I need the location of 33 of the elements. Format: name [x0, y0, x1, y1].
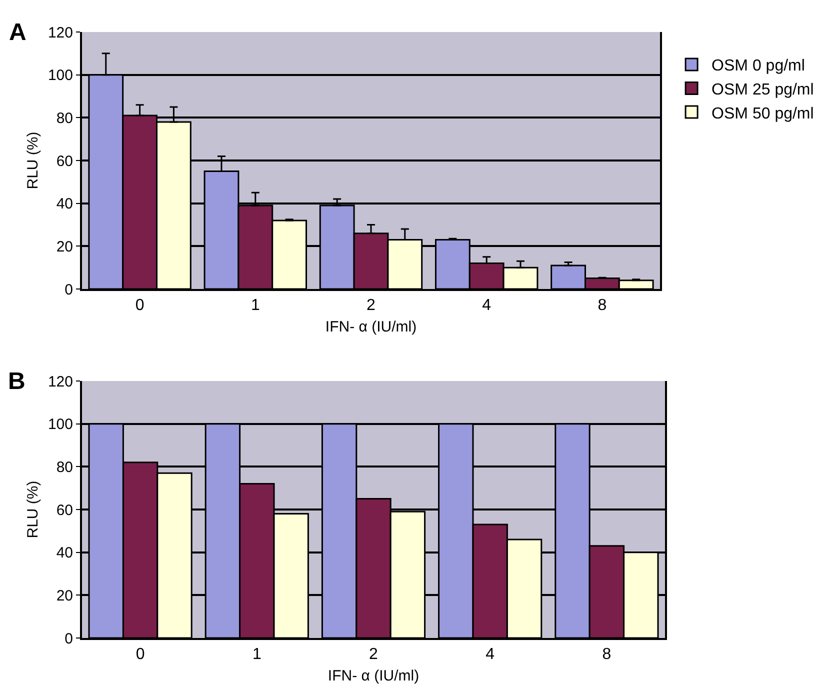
y-tick-label: 20 [56, 587, 73, 604]
y-axis-title: RLU (%) [24, 132, 42, 190]
y-tick-label: 80 [56, 110, 73, 127]
y-tick-label: 0 [64, 630, 73, 648]
x-tick-label: 0 [135, 297, 144, 314]
y-tick-label: 100 [48, 67, 73, 84]
x-tick-label: 4 [482, 297, 492, 314]
y-tick-label: 120 [48, 24, 73, 42]
x-axis-title: IFN- α (IU/ml) [328, 668, 420, 685]
y-tick-label: 60 [56, 152, 73, 170]
legend-label: OSM 50 pg/ml [712, 105, 814, 122]
chart-title: A [9, 19, 26, 46]
legend-label: OSM 0 pg/ml [712, 58, 805, 75]
y-tick-label: 100 [48, 416, 73, 434]
x-tick-label: 1 [250, 297, 260, 314]
x-tick-label: 2 [366, 297, 376, 314]
legend-label: OSM 25 pg/ml [712, 81, 814, 98]
y-tick-label: 120 [48, 373, 73, 390]
x-tick-label: 2 [369, 646, 378, 664]
x-axis-title: IFN- α (IU/ml) [325, 318, 417, 336]
x-tick-label: 1 [252, 646, 262, 664]
y-tick-label: 20 [56, 238, 73, 256]
x-tick-label: 4 [486, 646, 495, 664]
x-tick-label: 0 [136, 646, 145, 664]
y-axis-title: RLU (%) [24, 480, 42, 538]
x-tick-label: 8 [598, 297, 607, 314]
y-tick-label: 40 [56, 196, 73, 213]
y-tick-label: 0 [64, 281, 73, 298]
chart-title: B [8, 368, 26, 395]
x-tick-label: 8 [602, 646, 612, 664]
y-tick-label: 40 [56, 544, 73, 562]
y-tick-label: 60 [56, 502, 73, 519]
y-tick-label: 80 [56, 458, 73, 476]
